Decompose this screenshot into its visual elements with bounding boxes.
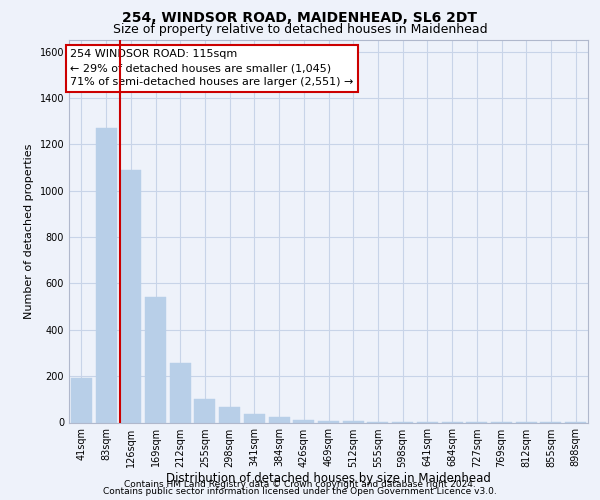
Text: 254, WINDSOR ROAD, MAIDENHEAD, SL6 2DT: 254, WINDSOR ROAD, MAIDENHEAD, SL6 2DT (122, 11, 478, 25)
Text: Contains public sector information licensed under the Open Government Licence v3: Contains public sector information licen… (103, 487, 497, 496)
Bar (194, 400, 215, 422)
Bar (145, 298, 166, 422)
Y-axis label: Number of detached properties: Number of detached properties (24, 144, 34, 319)
Bar (219, 408, 240, 422)
Bar (71, 378, 92, 422)
Bar (95, 128, 116, 422)
Bar (170, 364, 191, 422)
Bar (120, 170, 141, 422)
Text: 254 WINDSOR ROAD: 115sqm
← 29% of detached houses are smaller (1,045)
71% of sem: 254 WINDSOR ROAD: 115sqm ← 29% of detach… (70, 50, 353, 88)
X-axis label: Distribution of detached houses by size in Maidenhead: Distribution of detached houses by size … (166, 472, 491, 486)
Bar (293, 420, 314, 422)
Text: Contains HM Land Registry data © Crown copyright and database right 2024.: Contains HM Land Registry data © Crown c… (124, 480, 476, 489)
Bar (244, 414, 265, 422)
Bar (269, 418, 290, 422)
Bar (318, 420, 339, 422)
Text: Size of property relative to detached houses in Maidenhead: Size of property relative to detached ho… (113, 22, 487, 36)
